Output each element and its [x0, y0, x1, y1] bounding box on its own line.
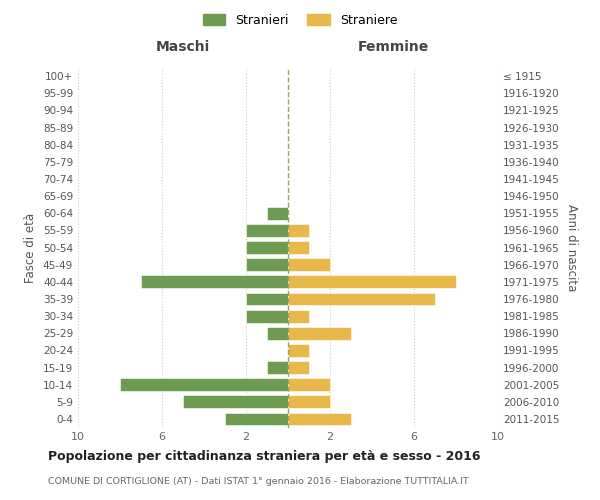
Y-axis label: Fasce di età: Fasce di età — [25, 212, 37, 282]
Legend: Stranieri, Straniere: Stranieri, Straniere — [203, 14, 397, 26]
Bar — [246, 241, 288, 254]
Bar — [288, 378, 330, 391]
Bar — [288, 224, 309, 237]
Bar — [288, 258, 330, 271]
Bar — [183, 396, 288, 408]
Bar — [246, 292, 288, 306]
Bar — [288, 412, 351, 426]
Bar — [120, 378, 288, 391]
Y-axis label: Anni di nascita: Anni di nascita — [565, 204, 578, 291]
Bar — [141, 276, 288, 288]
Text: Femmine: Femmine — [358, 40, 428, 54]
Text: Maschi: Maschi — [156, 40, 210, 54]
Bar — [225, 412, 288, 426]
Bar — [267, 207, 288, 220]
Bar — [267, 361, 288, 374]
Bar — [288, 344, 309, 357]
Bar — [288, 241, 309, 254]
Bar — [246, 224, 288, 237]
Bar — [288, 310, 309, 322]
Text: Popolazione per cittadinanza straniera per età e sesso - 2016: Popolazione per cittadinanza straniera p… — [48, 450, 481, 463]
Bar — [288, 276, 456, 288]
Bar — [288, 361, 309, 374]
Bar — [246, 258, 288, 271]
Bar — [267, 327, 288, 340]
Bar — [288, 292, 435, 306]
Bar — [246, 310, 288, 322]
Bar — [288, 396, 330, 408]
Text: COMUNE DI CORTIGLIONE (AT) - Dati ISTAT 1° gennaio 2016 - Elaborazione TUTTITALI: COMUNE DI CORTIGLIONE (AT) - Dati ISTAT … — [48, 478, 469, 486]
Bar — [288, 327, 351, 340]
